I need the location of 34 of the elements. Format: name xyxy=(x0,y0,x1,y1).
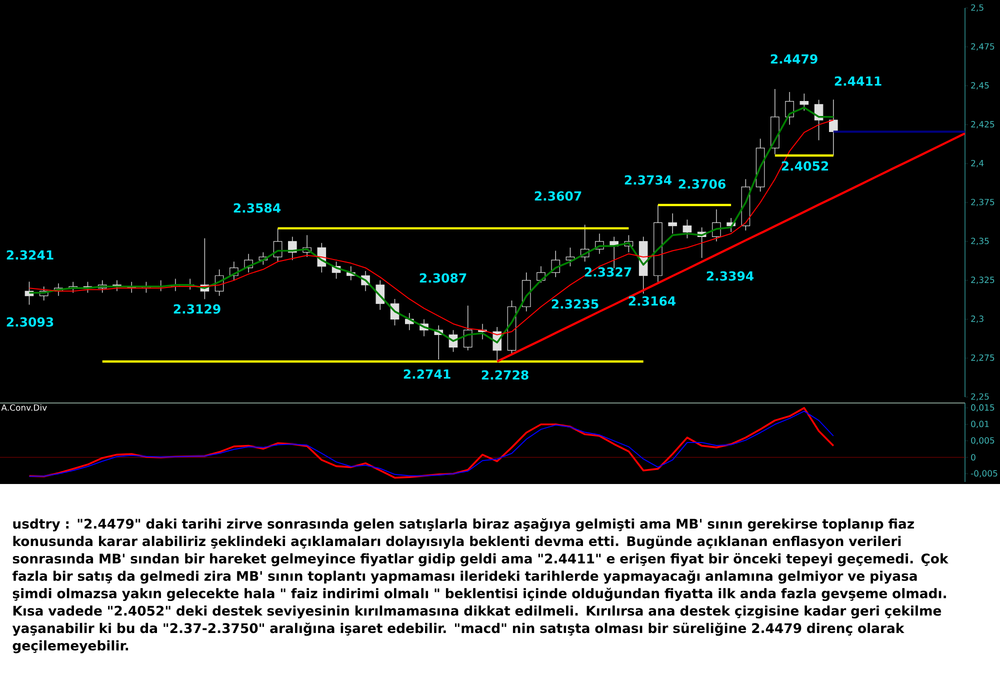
y-tick-label: 2,5 xyxy=(971,4,984,12)
text: usdtry : "2.4479" daki tarihi zirve sonrasında gelen satışlarla biraz aşağıya gelmişti ama MB' sının gerekirse toplanıp fiaz konusunda karar alabiliriz şeklindeki açıklamaları dolayısıyla beklenti devma etti. Bugünde açıklanan enflasyon verileri sonrasında MB' sından bir hareket gelmeyince fiyatlar gidip geldi ama "2.4411" e erişen fiyat bir önceki tepeyi geçemedi. Çok fazla bir satış da gelmedi zira MB' sının toplantı yapmaması ilerideki tarihlerde yapmayacağı anlamına gelmiyor ve piyasa şimdi olmazsa yakın gelecekte hala " faiz indirimi olmalı " beklentisi içinde olduğundan fiyatta ilk anda fazla gevşeme olmadı. Kısa vadede "2.4052" deki destek seviyesinin kırılmamasına dikkat edilmeli. Kırılırsa ana destek çizgisine kadar geri çekilme yaşanabilir ki bu da "2.37-2.3750" aralığına işaret edebilir. "macd" nin satışta olması bir süreliğine 2.4479 direnç olarak geçilemeyebilir. xyxy=(12,518,949,654)
chart-title: A.Conv.Div xyxy=(1,404,47,411)
annotation: 2.3706 xyxy=(678,179,726,189)
annotation: 2.3093 xyxy=(6,317,54,327)
y-tick-label: 2,375 xyxy=(971,198,994,206)
annotation: 2.4479 xyxy=(770,54,818,64)
annotation: 2.4052 xyxy=(782,161,828,171)
annotation: 2.2728 xyxy=(482,370,528,380)
y-tick-label: 0,015 xyxy=(971,404,994,412)
annotation: 2.3087 xyxy=(420,273,466,283)
annotation: 2.3584 xyxy=(234,203,281,213)
y-tick-label: 2,325 xyxy=(971,276,994,284)
y-tick-label: 2,275 xyxy=(971,354,994,362)
y-tick-label: 2,3 xyxy=(971,316,984,323)
y-tick-label: 0,005 xyxy=(971,437,994,444)
y-tick-label: 0 xyxy=(971,454,976,461)
y-tick-label: -0,005 xyxy=(970,470,998,478)
y-tick-label: 0,01 xyxy=(971,420,989,428)
annotation: 2.3241 xyxy=(6,250,54,260)
annotation: 2.3235 xyxy=(552,299,598,309)
annotation: 2.3394 xyxy=(706,271,754,281)
annotation: 2.3129 xyxy=(174,304,220,314)
annotation: 2.3607 xyxy=(534,191,582,201)
annotation: 2.2741 xyxy=(404,369,450,379)
y-tick-label: 2,45 xyxy=(971,82,989,90)
annotation: 2.3734 xyxy=(624,175,672,185)
y-tick-label: 2,35 xyxy=(971,238,989,246)
annotation: 2.3164 xyxy=(628,296,676,306)
y-tick-label: 2,425 xyxy=(971,121,994,128)
annotation: 2.4411 xyxy=(834,76,882,86)
y-tick-label: 2,25 xyxy=(971,393,989,401)
y-tick-label: 2,4 xyxy=(971,160,984,168)
y-tick-label: 2,475 xyxy=(971,43,994,51)
